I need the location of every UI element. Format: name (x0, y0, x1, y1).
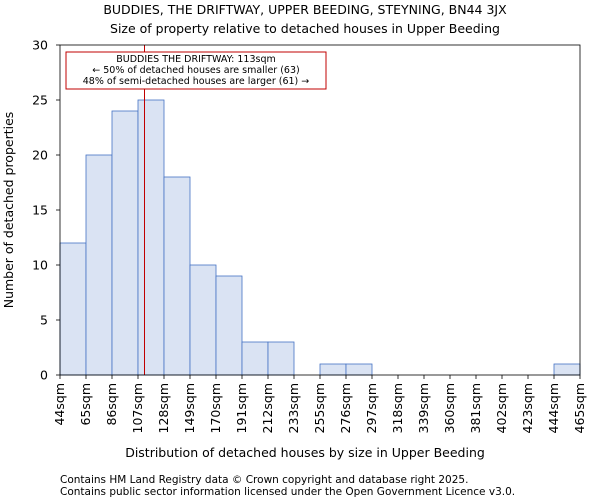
bars-group (59, 99, 581, 376)
y-tick-label: 5 (40, 313, 48, 328)
annotation-line-1: BUDDIES THE DRIFTWAY: 113sqm (116, 54, 276, 65)
bar-44sqm (59, 242, 87, 376)
x-tick-label-465sqm: 465sqm (572, 383, 587, 433)
x-axis-label: Distribution of detached houses by size … (125, 445, 485, 460)
x-tick-label-44sqm: 44sqm (52, 383, 67, 426)
y-axis-label: Number of detached properties (1, 112, 16, 309)
chart-subtitle: Size of property relative to detached ho… (110, 21, 500, 36)
x-tick-label-170sqm: 170sqm (208, 383, 223, 433)
x-tick-label-381sqm: 381sqm (468, 383, 483, 433)
x-tick-label-297sqm: 297sqm (364, 383, 379, 433)
x-tick-label-318sqm: 318sqm (390, 383, 405, 433)
x-tick-label-339sqm: 339sqm (416, 383, 431, 433)
plot-frame (59, 44, 581, 376)
bar-276sqm (345, 363, 373, 376)
bar-191sqm (241, 341, 269, 376)
bar-170sqm (215, 275, 243, 376)
bar-86sqm (111, 110, 139, 376)
x-tick-label-444sqm: 444sqm (546, 383, 561, 433)
annotation-line-2: ← 50% of detached houses are smaller (63… (92, 65, 299, 76)
y-tick-label: 15 (32, 203, 48, 218)
bar-212sqm (267, 341, 295, 376)
y-tick-label: 20 (32, 148, 48, 163)
y-tick-label: 30 (32, 38, 48, 53)
x-tick-label-149sqm: 149sqm (182, 383, 197, 433)
x-tick-label-65sqm: 65sqm (78, 383, 93, 426)
x-tick-label-360sqm: 360sqm (442, 383, 457, 433)
footer-line-2: Contains public sector information licen… (60, 486, 515, 498)
chart-title: BUDDIES, THE DRIFTWAY, UPPER BEEDING, ST… (103, 2, 507, 17)
y-tick-label: 0 (40, 368, 48, 383)
bar-444sqm (553, 363, 581, 376)
x-tick-label-86sqm: 86sqm (104, 383, 119, 426)
y-axis-ticks: 0 5 10 15 20 25 30 (32, 38, 60, 383)
x-axis-ticks: 44sqm 65sqm 86sqm 107sqm 128sqm 149sqm 170sqm 1… (52, 375, 587, 433)
x-tick-label-212sqm: 212sqm (260, 383, 275, 433)
x-tick-label-423sqm: 423sqm (520, 383, 535, 433)
bar-149sqm (189, 264, 217, 376)
x-tick-label-107sqm: 107sqm (130, 383, 145, 433)
x-tick-label-191sqm: 191sqm (234, 383, 249, 433)
y-tick-label: 25 (32, 93, 48, 108)
annotation-box: BUDDIES THE DRIFTWAY: 113sqm ← 50% of de… (65, 51, 327, 90)
footer-line-1: Contains HM Land Registry data © Crown c… (60, 474, 468, 486)
bar-65sqm (85, 154, 113, 376)
annotation-frame (65, 51, 327, 90)
x-tick-label-255sqm: 255sqm (312, 383, 327, 433)
bar-107sqm (137, 99, 165, 376)
bar-128sqm (163, 176, 191, 376)
x-tick-label-128sqm: 128sqm (156, 383, 171, 433)
x-tick-label-276sqm: 276sqm (338, 383, 353, 433)
y-tick-label: 10 (32, 258, 48, 273)
annotation-line-3: 48% of semi-detached houses are larger (… (83, 76, 310, 87)
x-tick-label-233sqm: 233sqm (286, 383, 301, 433)
bar-255sqm (319, 363, 347, 376)
x-tick-label-402sqm: 402sqm (494, 383, 509, 433)
